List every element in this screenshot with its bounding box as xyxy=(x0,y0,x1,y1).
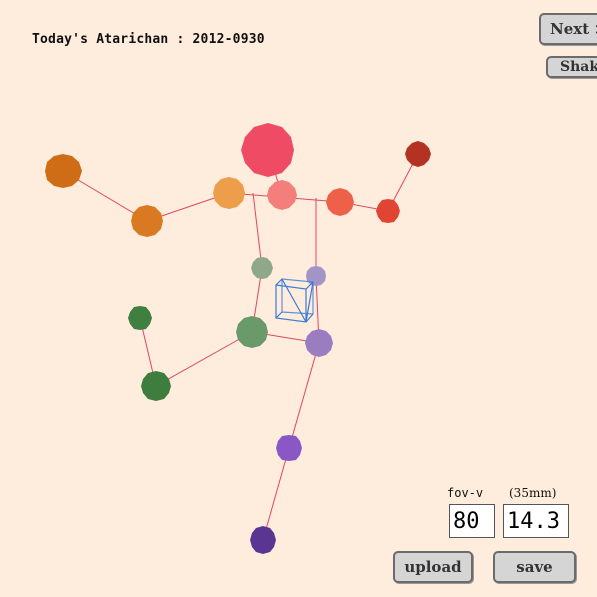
joint-left-foot[interactable] xyxy=(128,306,152,330)
shake-button[interactable]: Shake xyxy=(546,56,597,78)
joint-right-shoulder[interactable] xyxy=(326,188,354,216)
joint-left-elbow[interactable] xyxy=(131,205,163,237)
joint-left-hip[interactable] xyxy=(236,316,268,348)
joint-head[interactable] xyxy=(241,123,294,177)
page-title: Today's Atarichan : 2012-0930 xyxy=(32,32,265,47)
fov-label: fov-v xyxy=(447,486,484,500)
fov-input[interactable] xyxy=(449,504,495,538)
joint-left-knee[interactable] xyxy=(141,371,171,401)
skeleton-bones xyxy=(62,149,419,541)
joint-left-shoulder[interactable] xyxy=(213,177,245,209)
upload-button[interactable]: upload xyxy=(393,551,473,583)
joint-left-hand[interactable] xyxy=(45,154,82,188)
bone-spine-left xyxy=(252,192,263,269)
joint-right-hand[interactable] xyxy=(405,141,431,167)
skeleton-joints[interactable] xyxy=(45,123,431,554)
joint-neck[interactable] xyxy=(267,180,297,210)
focal-length-label: (35mm) xyxy=(509,486,557,500)
save-button[interactable]: save xyxy=(493,551,576,583)
joint-right-foot[interactable] xyxy=(250,526,276,554)
joint-spine-left[interactable] xyxy=(251,257,273,279)
next-button[interactable]: Next > xyxy=(539,13,597,45)
joint-right-hip[interactable] xyxy=(305,329,333,357)
joint-right-knee[interactable] xyxy=(276,435,302,461)
bone-right-shin xyxy=(262,447,290,541)
bone-right-thigh xyxy=(288,342,320,449)
joint-spine-right[interactable] xyxy=(306,266,326,286)
center-cube-icon[interactable] xyxy=(275,278,314,323)
bone-left-thigh xyxy=(155,331,253,387)
focal-length-input[interactable] xyxy=(503,504,569,538)
joint-right-elbow[interactable] xyxy=(376,199,400,223)
